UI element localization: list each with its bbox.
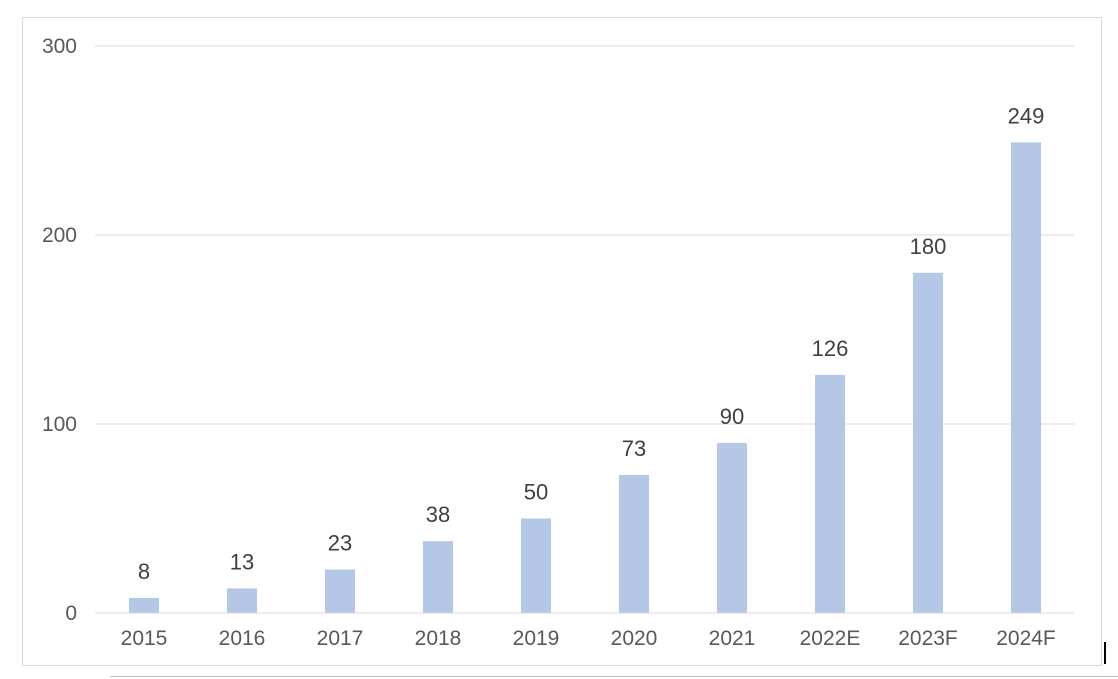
x-tick-label-2022E: 2022E: [800, 627, 861, 650]
x-tick-label-2024F: 2024F: [996, 627, 1056, 650]
x-tick-label-2018: 2018: [415, 627, 462, 650]
data-label-2015: 8: [138, 559, 150, 584]
y-tick-label: 200: [42, 224, 77, 247]
y-tick-label: 300: [42, 35, 77, 58]
data-label-2018: 38: [426, 502, 450, 527]
data-label-2016: 13: [230, 549, 254, 574]
x-axis-ticks: 2015 2016 2017 2018 2019 2020 2021 2022E 2023F 20…: [121, 627, 1056, 650]
bar-2015: [129, 597, 159, 613]
x-tick-label-2015: 2015: [121, 627, 168, 650]
bar-2022E: [815, 374, 845, 613]
bar-2019: [521, 518, 551, 613]
x-tick-label-2017: 2017: [317, 627, 364, 650]
data-label-2022E: 126: [812, 336, 849, 361]
bar-2023F: [913, 272, 943, 613]
x-tick-label-2021: 2021: [709, 627, 756, 650]
x-tick-label-2023F: 2023F: [898, 627, 958, 650]
text-cursor: [1104, 642, 1106, 664]
data-label-2021: 90: [720, 404, 744, 429]
bar-2016: [227, 588, 257, 613]
y-tick-label: 0: [65, 602, 77, 625]
data-label-2017: 23: [328, 531, 352, 556]
data-label-2020: 73: [622, 436, 646, 461]
bar-2018: [423, 541, 453, 613]
gridlines: [95, 45, 1075, 425]
y-tick-label: 100: [42, 413, 77, 436]
bars: [129, 142, 1041, 613]
data-label-2023F: 180: [910, 234, 947, 259]
y-axis-ticks: 0 100 200 300: [42, 35, 77, 625]
bar-2024F: [1011, 142, 1041, 613]
x-tick-label-2020: 2020: [611, 627, 658, 650]
x-tick-label-2016: 2016: [219, 627, 266, 650]
bar-2017: [325, 569, 355, 613]
data-labels: 8 13 23 38 50 73 90 126 180 249: [138, 103, 1044, 583]
bar-2021: [717, 442, 747, 613]
data-label-2019: 50: [524, 480, 548, 505]
x-tick-label-2019: 2019: [513, 627, 560, 650]
bar-2020: [619, 475, 649, 613]
page-divider: [110, 676, 1118, 677]
data-label-2024F: 249: [1008, 103, 1045, 128]
